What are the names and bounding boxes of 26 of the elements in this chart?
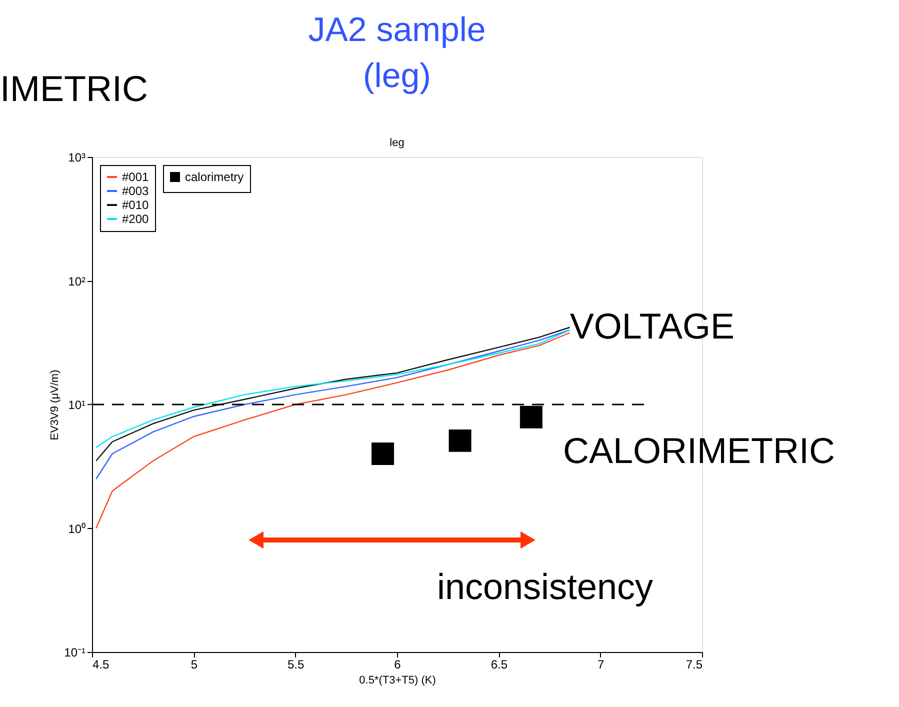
x-tick-label: 4.5 <box>92 658 110 672</box>
x-tick-label: 6.5 <box>490 658 508 672</box>
legend-label: calorimetry <box>185 170 244 184</box>
y-axis-title: EV3V9 (μV/m) <box>49 370 62 440</box>
chart-subtitle: (leg) <box>362 57 432 95</box>
y-tick-label: 10³ <box>68 150 86 164</box>
legend-label: #010 <box>122 198 150 212</box>
text: leg <box>390 137 404 149</box>
annotation: VOLTAGE <box>570 305 735 346</box>
chart-title: JA2 sample <box>308 11 486 49</box>
x-tick-label: 6 <box>394 658 402 672</box>
legend-label: #003 <box>122 184 150 198</box>
legend-label: #001 <box>122 170 150 184</box>
y-tick-label: 10⁰ <box>68 522 86 536</box>
x-tick-label: 5.5 <box>287 658 304 672</box>
y-tick-label: 10¹ <box>68 398 86 412</box>
x-tick-label: 7.5 <box>686 658 703 672</box>
y-tick-label: 10⁻¹ <box>64 646 86 660</box>
y-tick-label: 10² <box>68 274 86 288</box>
x-tick-label: 5 <box>190 658 198 672</box>
annotation: CALORIMETRIC <box>563 430 836 471</box>
annotation: inconsistency <box>436 566 654 607</box>
x-tick-label: 7 <box>597 658 604 672</box>
x-axis-title: 0.5*(T3+T5) (K) <box>359 674 436 686</box>
legend-label: #200 <box>122 212 150 226</box>
text: IMETRIC <box>0 68 148 109</box>
